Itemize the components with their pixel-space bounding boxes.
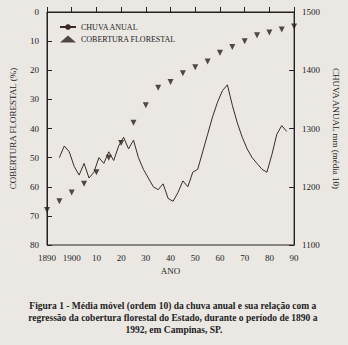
svg-text:80: 80 <box>265 253 275 263</box>
svg-text:70: 70 <box>240 253 250 263</box>
svg-text:40: 40 <box>30 124 40 134</box>
svg-text:1100: 1100 <box>302 240 320 250</box>
svg-text:regressão da cobertura florest: regressão da cobertura florestal do Esta… <box>28 313 320 323</box>
svg-text:60: 60 <box>215 253 225 263</box>
svg-text:1992, em Campinas, SP.: 1992, em Campinas, SP. <box>126 325 223 335</box>
svg-text:70: 70 <box>30 211 40 221</box>
svg-text:CHUVA ANUAL: CHUVA ANUAL <box>81 23 138 32</box>
svg-text:10: 10 <box>30 36 40 46</box>
svg-text:10: 10 <box>92 253 102 263</box>
svg-text:ANO: ANO <box>161 266 181 276</box>
svg-text:1900: 1900 <box>63 253 82 263</box>
svg-text:30: 30 <box>141 253 151 263</box>
svg-text:COBERTURA FLORESTAL (%): COBERTURA FLORESTAL (%) <box>8 68 18 189</box>
svg-text:1500: 1500 <box>302 7 321 17</box>
svg-text:40: 40 <box>166 253 176 263</box>
svg-text:0: 0 <box>35 7 40 17</box>
svg-text:1200: 1200 <box>302 182 321 192</box>
svg-text:80: 80 <box>30 240 40 250</box>
svg-text:90: 90 <box>290 253 300 263</box>
svg-text:1890: 1890 <box>38 253 57 263</box>
svg-text:COBERTURA FLORESTAL: COBERTURA FLORESTAL <box>81 35 175 44</box>
svg-text:50: 50 <box>30 153 40 163</box>
svg-text:20: 20 <box>30 65 40 75</box>
svg-text:CHUVA ANUAL mm (média 10): CHUVA ANUAL mm (média 10) <box>331 68 341 189</box>
svg-text:50: 50 <box>191 253 201 263</box>
svg-text:Figura 1 - Média móvel (ordem: Figura 1 - Média móvel (ordem 10) da chu… <box>29 301 318 312</box>
svg-text:1400: 1400 <box>302 65 321 75</box>
svg-text:20: 20 <box>117 253 127 263</box>
svg-text:1300: 1300 <box>302 124 321 134</box>
svg-text:30: 30 <box>30 94 40 104</box>
svg-text:60: 60 <box>30 182 40 192</box>
